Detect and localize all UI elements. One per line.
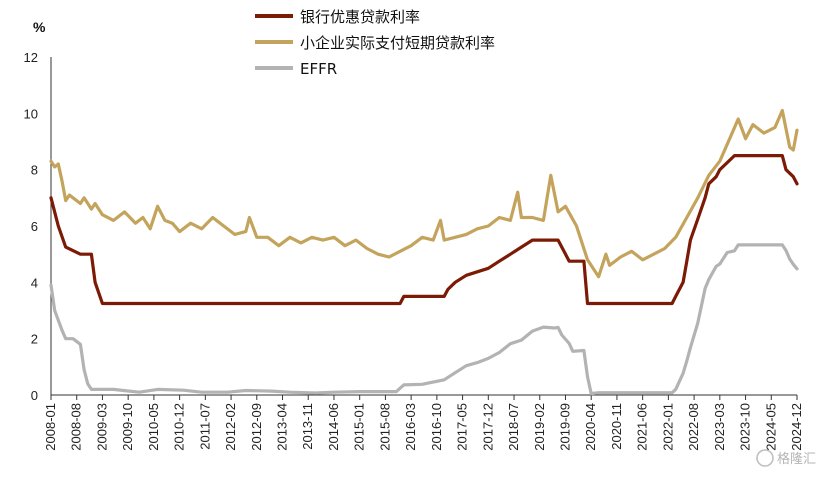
legend-label-0: 银行优惠贷款利率 xyxy=(300,8,420,26)
x-tick-label: 2010-12 xyxy=(172,403,187,451)
x-tick-label: 2017-05 xyxy=(455,403,470,451)
x-tick-label: 2023-03 xyxy=(712,403,727,451)
x-axis: 2008-01 2008-08 2009-03 2009-10 2010-05 2010-… xyxy=(43,394,804,451)
x-tick-label: 2008-01 xyxy=(43,403,58,451)
x-tick-label: 2021-06 xyxy=(635,403,650,451)
legend-label-2: EFFR xyxy=(300,60,337,78)
x-tick-label: 2010-05 xyxy=(146,403,161,451)
series-line-2 xyxy=(49,243,799,396)
x-tick-label: 2019-09 xyxy=(557,403,572,451)
y-tick-label: 10 xyxy=(24,106,38,121)
x-tick-label: 2008-08 xyxy=(69,403,84,451)
x-tick-label: 2013-11 xyxy=(300,403,315,450)
watermark-logo-icon xyxy=(756,449,774,467)
x-tick-label: 2012-09 xyxy=(249,403,264,451)
watermark: 格隆汇 xyxy=(756,449,816,467)
x-tick-label: 2019-02 xyxy=(532,403,547,451)
x-tick-label: 2024-12 xyxy=(789,403,804,451)
x-tick-label: 2015-08 xyxy=(377,403,392,451)
series-line-0 xyxy=(49,154,799,306)
x-tick-label: 2014-06 xyxy=(326,403,341,451)
legend-label-1: 小企业实际支付短期贷款利率 xyxy=(300,34,495,52)
x-tick-label: 2012-02 xyxy=(223,403,238,451)
x-tick-label: 2011-07 xyxy=(197,403,212,450)
series-group xyxy=(49,108,799,396)
series-line-1 xyxy=(49,108,799,279)
y-tick-label: 0 xyxy=(31,388,38,403)
y-axis: 0 2 4 6 8 10 12 xyxy=(24,50,52,403)
x-tick-label: 2022-01 xyxy=(660,403,675,451)
x-tick-label: 2020-11 xyxy=(609,403,624,450)
y-tick-label: 2 xyxy=(31,332,38,347)
y-tick-label: 6 xyxy=(31,219,38,234)
x-tick-label: 2016-10 xyxy=(429,403,444,451)
y-tick-label: 8 xyxy=(31,163,38,178)
x-tick-label: 2009-03 xyxy=(94,403,109,451)
x-tick-label: 2013-04 xyxy=(275,403,290,451)
x-tick-label: 2022-08 xyxy=(686,403,701,451)
y-tick-label: 4 xyxy=(31,275,38,290)
x-tick-label: 2018-07 xyxy=(506,403,521,451)
y-tick-label: 12 xyxy=(24,50,38,65)
x-tick-label: 2016-03 xyxy=(403,403,418,451)
x-tick-label: 2015-01 xyxy=(352,403,367,451)
x-tick-label: 2009-10 xyxy=(120,403,135,451)
x-tick-label: 2020-04 xyxy=(583,403,598,451)
x-tick-label: 2017-12 xyxy=(480,403,495,451)
x-tick-label: 2023-10 xyxy=(738,403,753,451)
x-tick-label: 2024-05 xyxy=(763,403,778,451)
watermark-text: 格隆汇 xyxy=(777,451,816,467)
y-axis-unit-label: % xyxy=(33,19,46,35)
